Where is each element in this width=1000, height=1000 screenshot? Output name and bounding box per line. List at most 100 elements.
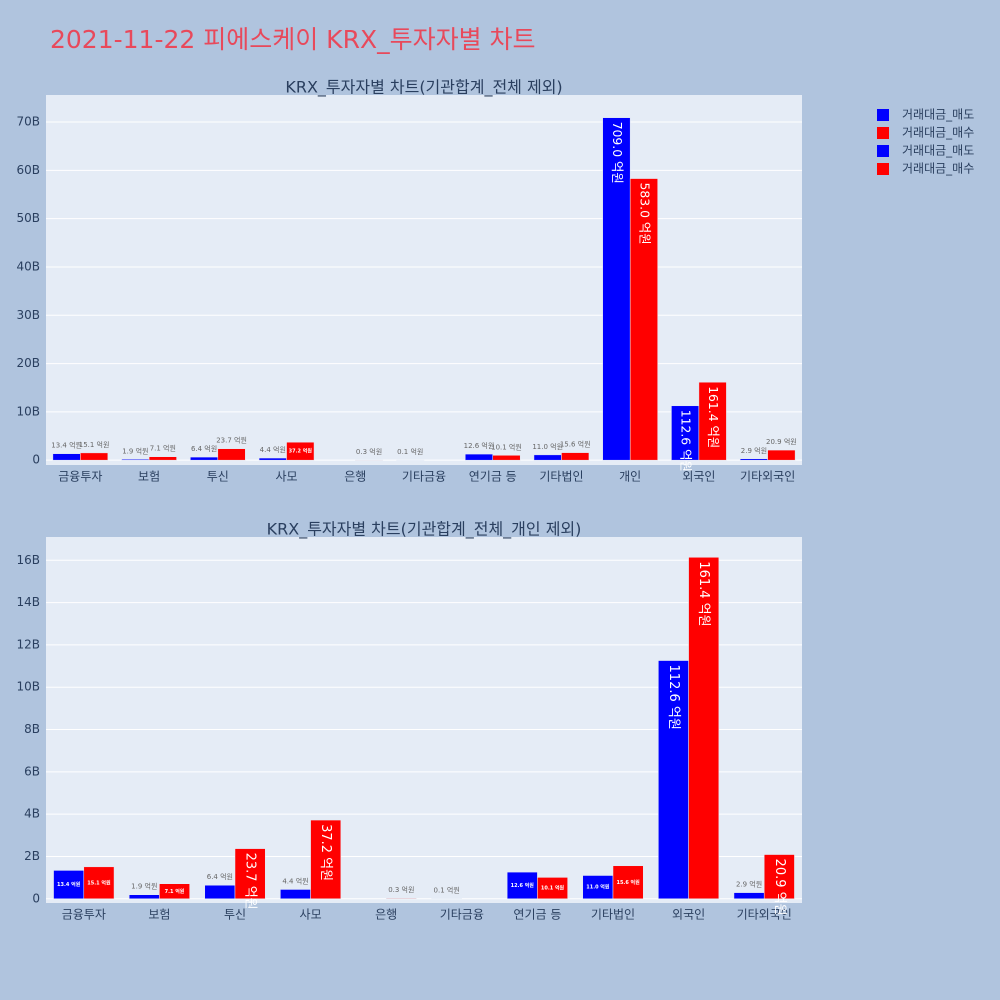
y-tick-label: 8B <box>24 722 40 736</box>
value-label: 2.9 억원 <box>741 446 767 455</box>
x-tick-label: 금융투자 <box>58 470 102 484</box>
x-tick-label: 외국인 <box>672 908 705 922</box>
bar <box>159 883 190 900</box>
legend-swatch <box>877 145 889 157</box>
x-tick-label: 보험 <box>148 908 170 922</box>
value-label: 1.9 억원 <box>122 446 148 455</box>
chart-title: KRX_투자자별 차트(기관합계_전체 제외) <box>285 78 562 98</box>
y-tick-label: 20B <box>16 356 40 370</box>
y-tick-label: 70B <box>16 115 40 129</box>
legend-label: 거래대금_매수 <box>902 162 974 176</box>
value-label: 10.1 억원 <box>541 885 565 892</box>
x-tick-label: 투신 <box>207 470 229 484</box>
value-label: 1.9 억원 <box>131 882 157 891</box>
bar <box>80 452 109 461</box>
value-label: 37.2 억원 <box>318 824 333 881</box>
bar <box>733 892 765 900</box>
value-label: 2.9 억원 <box>736 880 762 889</box>
x-tick-label: 기타금융 <box>402 470 446 484</box>
y-tick-label: 6B <box>24 764 40 778</box>
value-label: 0.1 억원 <box>434 886 460 895</box>
value-label: 20.9 억원 <box>772 859 787 916</box>
value-label: 12.6 억원 <box>511 882 535 889</box>
bar <box>280 889 311 900</box>
page-title: 2021-11-22 피에스케이 KRX_투자자별 차트 <box>50 25 536 54</box>
x-tick-label: 보험 <box>138 470 160 484</box>
bar <box>310 819 342 900</box>
value-label: 15.6 억원 <box>560 440 591 449</box>
y-tick-label: 16B <box>16 553 40 567</box>
value-label: 112.6 억원 <box>666 665 681 730</box>
value-label: 7.1 억원 <box>165 888 185 895</box>
x-tick-label: 기타외국인 <box>740 470 795 484</box>
bar <box>128 894 160 900</box>
y-tick-label: 2B <box>24 849 40 863</box>
bar <box>537 877 568 900</box>
y-tick-label: 12B <box>16 637 40 651</box>
value-label: 10.1 억원 <box>491 442 522 451</box>
x-tick-label: 외국인 <box>682 470 715 484</box>
bar <box>698 381 727 461</box>
bar <box>52 453 81 461</box>
value-label: 161.4 억원 <box>706 386 720 448</box>
bar <box>629 178 658 461</box>
bar <box>658 660 689 900</box>
value-label: 0.3 억원 <box>356 447 382 456</box>
y-tick-label: 0 <box>32 891 40 905</box>
y-tick-label: 50B <box>16 211 40 225</box>
x-tick-label: 개인 <box>619 470 641 484</box>
value-label: 0.3 억원 <box>388 885 414 894</box>
x-tick-label: 은행 <box>375 907 397 922</box>
y-tick-label: 10B <box>16 680 40 694</box>
x-tick-label: 기타외국인 <box>737 908 792 922</box>
value-label: 6.4 억원 <box>191 444 217 453</box>
value-label: 112.6 억원 <box>679 410 693 472</box>
value-label: 4.4 억원 <box>260 445 286 454</box>
bar <box>385 897 417 900</box>
value-label: 23.7 억원 <box>216 436 247 445</box>
bar <box>83 866 115 900</box>
x-tick-label: 사모 <box>275 470 297 484</box>
y-tick-label: 0 <box>32 453 40 467</box>
x-tick-label: 연기금 등 <box>469 470 517 484</box>
bar <box>612 865 644 900</box>
x-tick-label: 기타금융 <box>440 908 484 922</box>
bar <box>148 456 177 461</box>
value-label: 13.4 억원 <box>57 881 81 888</box>
legend-swatch <box>877 127 889 139</box>
y-tick-label: 4B <box>24 807 40 821</box>
x-tick-label: 투신 <box>224 908 246 922</box>
value-label: 12.6 억원 <box>464 441 495 450</box>
value-label: 37.2 억원 <box>289 448 313 455</box>
bar <box>671 405 700 461</box>
x-tick-label: 은행 <box>344 469 366 484</box>
bar <box>53 870 85 900</box>
value-label: 23.7 억원 <box>243 853 258 910</box>
legend-label: 거래대금_매도 <box>902 108 974 122</box>
y-tick-label: 10B <box>16 404 40 418</box>
x-tick-label: 연기금 등 <box>513 908 561 922</box>
bar <box>121 459 150 461</box>
value-label: 4.4 억원 <box>282 876 308 885</box>
value-label: 20.9 억원 <box>766 437 797 446</box>
bar <box>234 848 266 900</box>
legend-swatch <box>877 163 889 175</box>
y-tick-label: 60B <box>16 163 40 177</box>
x-tick-label: 사모 <box>300 908 322 922</box>
value-label: 13.4 억원 <box>51 441 82 450</box>
y-tick-label: 40B <box>16 259 40 273</box>
value-label: 15.1 억원 <box>79 440 110 449</box>
y-tick-label: 30B <box>16 308 40 322</box>
legend-swatch <box>877 109 889 121</box>
value-label: 11.0 억원 <box>532 442 563 451</box>
value-label: 161.4 억원 <box>696 561 711 626</box>
bar <box>602 117 631 461</box>
bar <box>217 448 246 461</box>
value-label: 6.4 억원 <box>207 872 233 881</box>
x-tick-label: 금융투자 <box>62 908 106 922</box>
bar <box>561 452 590 461</box>
bar <box>763 854 795 900</box>
value-label: 583.0 억원 <box>637 183 651 245</box>
bar <box>533 454 562 461</box>
legend-label: 거래대금_매도 <box>902 144 974 158</box>
